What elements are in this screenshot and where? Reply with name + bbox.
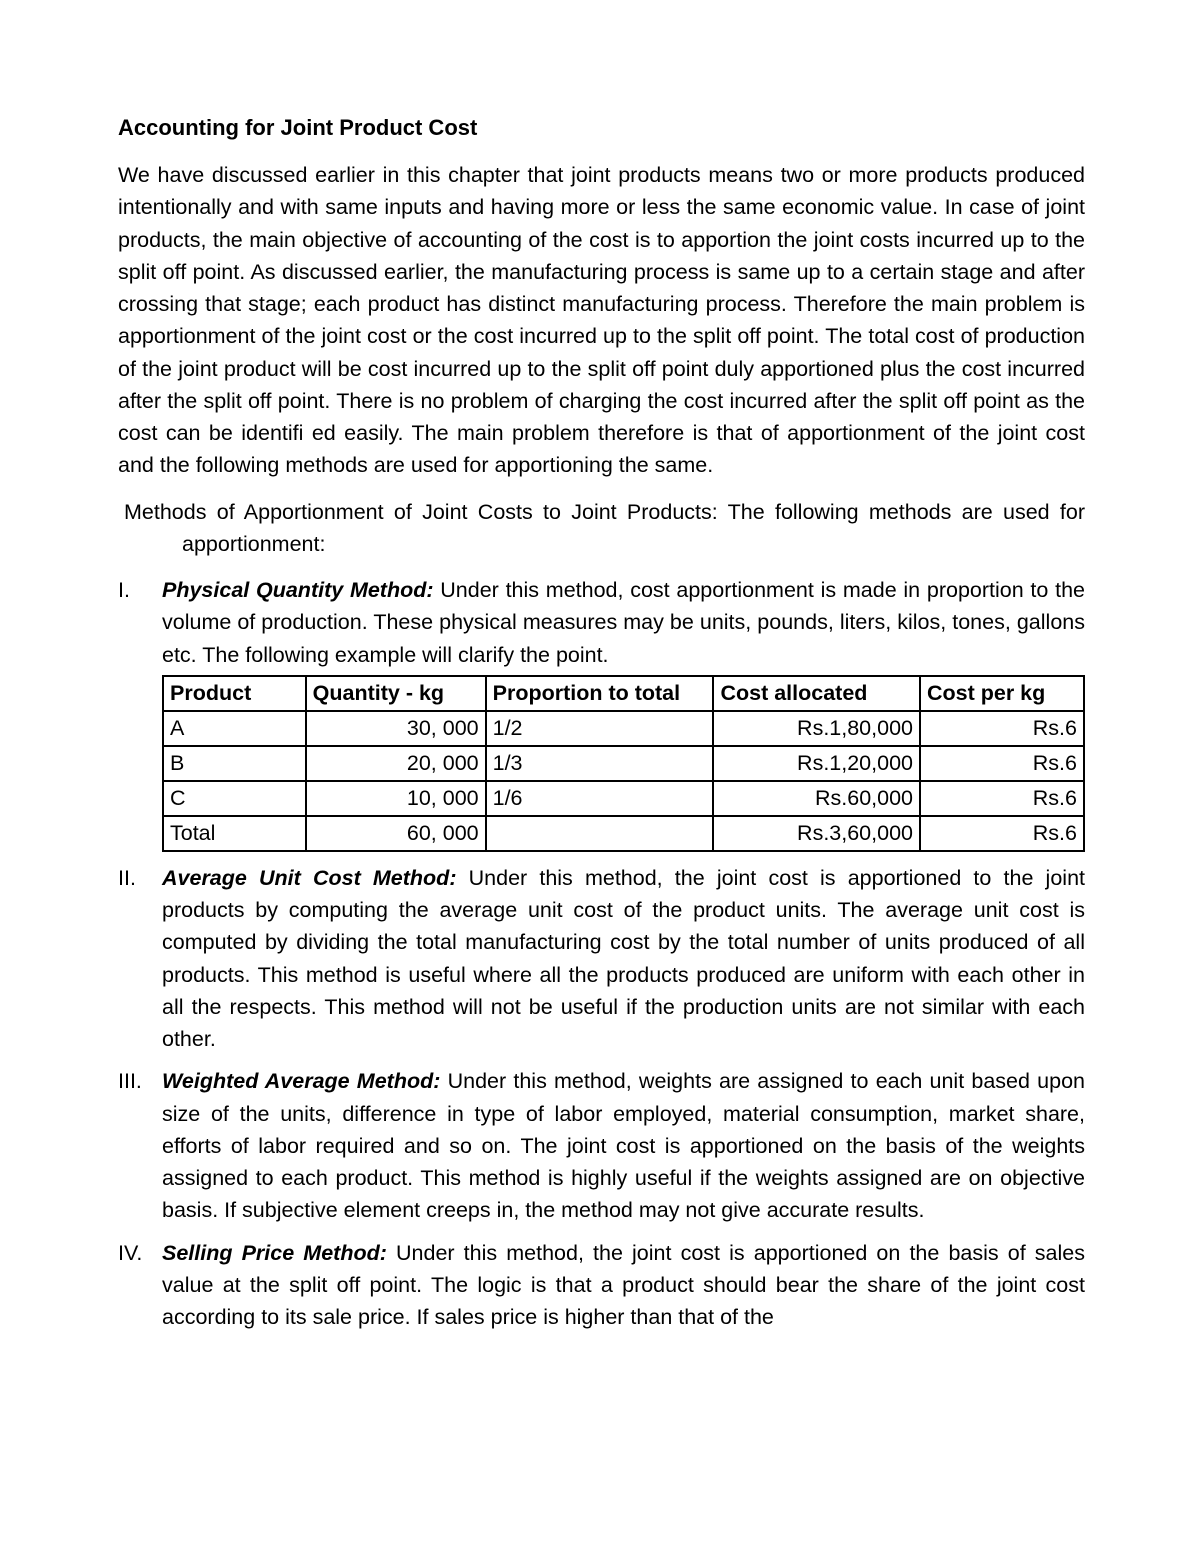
cell-prop [486,816,714,851]
cell-qty: 20, 000 [306,746,486,781]
table-row: B 20, 000 1/3 Rs.1,20,000 Rs.6 [163,746,1084,781]
table-row: A 30, 000 1/2 Rs.1,80,000 Rs.6 [163,711,1084,746]
list-item-selling-price: IV. Selling Price Method: Under this met… [118,1237,1085,1334]
list-body: Physical Quantity Method: Under this met… [162,574,1085,852]
method-name: Selling Price Method: [162,1241,387,1265]
list-body: Selling Price Method: Under this method,… [162,1237,1085,1334]
cell-cost: Rs.1,80,000 [713,711,920,746]
table-row-total: Total 60, 000 Rs.3,60,000 Rs.6 [163,816,1084,851]
cell-product: B [163,746,306,781]
document-page: Accounting for Joint Product Cost We hav… [0,0,1200,1553]
cell-perkg: Rs.6 [920,781,1084,816]
cell-perkg: Rs.6 [920,711,1084,746]
page-title: Accounting for Joint Product Cost [118,115,1085,141]
col-cost-per-kg: Cost per kg [920,676,1084,711]
cell-qty: 10, 000 [306,781,486,816]
cell-qty: 30, 000 [306,711,486,746]
methods-intro: Methods of Apportionment of Joint Costs … [124,496,1085,561]
cell-cost: Rs.1,20,000 [713,746,920,781]
cell-product: Total [163,816,306,851]
col-product: Product [163,676,306,711]
list-number: II. [118,862,162,1056]
list-number: III. [118,1065,162,1226]
method-name: Weighted Average Method: [162,1069,440,1093]
list-item-average-unit-cost: II. Average Unit Cost Method: Under this… [118,862,1085,1056]
list-item-physical-quantity: I. Physical Quantity Method: Under this … [118,574,1085,852]
cell-product: C [163,781,306,816]
list-number: I. [118,574,162,852]
cell-perkg: Rs.6 [920,746,1084,781]
col-quantity: Quantity - kg [306,676,486,711]
cell-prop: 1/6 [486,781,714,816]
col-proportion: Proportion to total [486,676,714,711]
cell-prop: 1/2 [486,711,714,746]
list-item-weighted-average: III. Weighted Average Method: Under this… [118,1065,1085,1226]
table-header-row: Product Quantity - kg Proportion to tota… [163,676,1084,711]
cell-perkg: Rs.6 [920,816,1084,851]
cell-cost: Rs.3,60,000 [713,816,920,851]
list-body: Average Unit Cost Method: Under this met… [162,862,1085,1056]
col-cost-allocated: Cost allocated [713,676,920,711]
list-number: IV. [118,1237,162,1334]
physical-quantity-table: Product Quantity - kg Proportion to tota… [162,675,1085,852]
cell-qty: 60, 000 [306,816,486,851]
cell-prop: 1/3 [486,746,714,781]
cell-cost: Rs.60,000 [713,781,920,816]
table-row: C 10, 000 1/6 Rs.60,000 Rs.6 [163,781,1084,816]
intro-paragraph: We have discussed earlier in this chapte… [118,159,1085,482]
method-name: Average Unit Cost Method: [162,866,456,890]
list-body: Weighted Average Method: Under this meth… [162,1065,1085,1226]
method-text: Physical Quantity Method: Under this met… [162,578,1085,667]
method-description: Under this method, the joint cost is app… [162,866,1085,1051]
cell-product: A [163,711,306,746]
method-name: Physical Quantity Method: [162,578,434,602]
